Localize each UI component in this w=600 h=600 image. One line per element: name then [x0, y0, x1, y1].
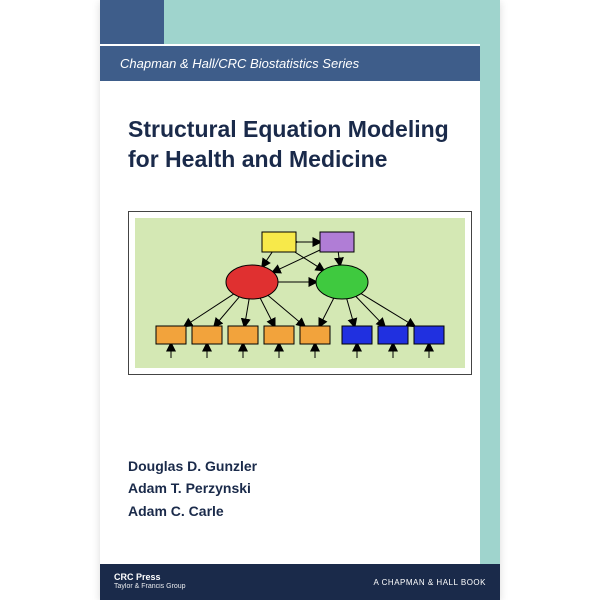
diagram-node [342, 326, 372, 344]
diagram-node [264, 326, 294, 344]
publisher-bar: CRC Press Taylor & Francis Group A CHAPM… [100, 564, 500, 600]
diagram-edge [268, 295, 304, 326]
diagram-node [192, 326, 222, 344]
diagram-node [414, 326, 444, 344]
author-name: Adam T. Perzynski [128, 477, 472, 499]
diagram-edge [185, 294, 234, 326]
diagram-edge [338, 252, 340, 265]
main-content: Structural Equation Modeling for Health … [100, 81, 500, 532]
author-name: Douglas D. Gunzler [128, 455, 472, 477]
top-accent-bars [100, 0, 500, 44]
authors-block: Douglas D. Gunzler Adam T. Perzynski Ada… [128, 455, 472, 522]
sem-diagram [135, 218, 465, 368]
top-right-accent [164, 0, 500, 44]
diagram-edge [320, 298, 334, 326]
publisher-sub: Taylor & Francis Group [114, 583, 186, 591]
book-title: Structural Equation Modeling for Health … [128, 115, 472, 175]
diagram-node [228, 326, 258, 344]
series-bar: Chapman & Hall/CRC Biostatistics Series [100, 44, 500, 81]
series-label: Chapman & Hall/CRC Biostatistics Series [120, 56, 359, 71]
diagram-edge [262, 252, 272, 266]
diagram-node [320, 232, 354, 252]
author-name: Adam C. Carle [128, 500, 472, 522]
diagram-node [378, 326, 408, 344]
diagram-node [300, 326, 330, 344]
diagram-frame [128, 211, 472, 375]
publisher-block: CRC Press Taylor & Francis Group [114, 573, 186, 591]
diagram-node [156, 326, 186, 344]
diagram-edge [245, 299, 250, 326]
diagram-edge [356, 296, 384, 326]
diagram-edge [260, 298, 274, 326]
book-cover: Chapman & Hall/CRC Biostatistics Series … [100, 0, 500, 600]
diagram-edge [347, 298, 355, 325]
diagram-node [316, 265, 368, 299]
diagram-node [226, 265, 278, 299]
diagram-node [262, 232, 296, 252]
publisher-main: CRC Press [114, 573, 186, 583]
top-left-accent [100, 0, 164, 44]
imprint-label: A CHAPMAN & HALL BOOK [374, 578, 486, 587]
diagram-edge [215, 297, 240, 326]
diagram-svg [135, 218, 465, 368]
side-accent-strip [480, 44, 500, 564]
